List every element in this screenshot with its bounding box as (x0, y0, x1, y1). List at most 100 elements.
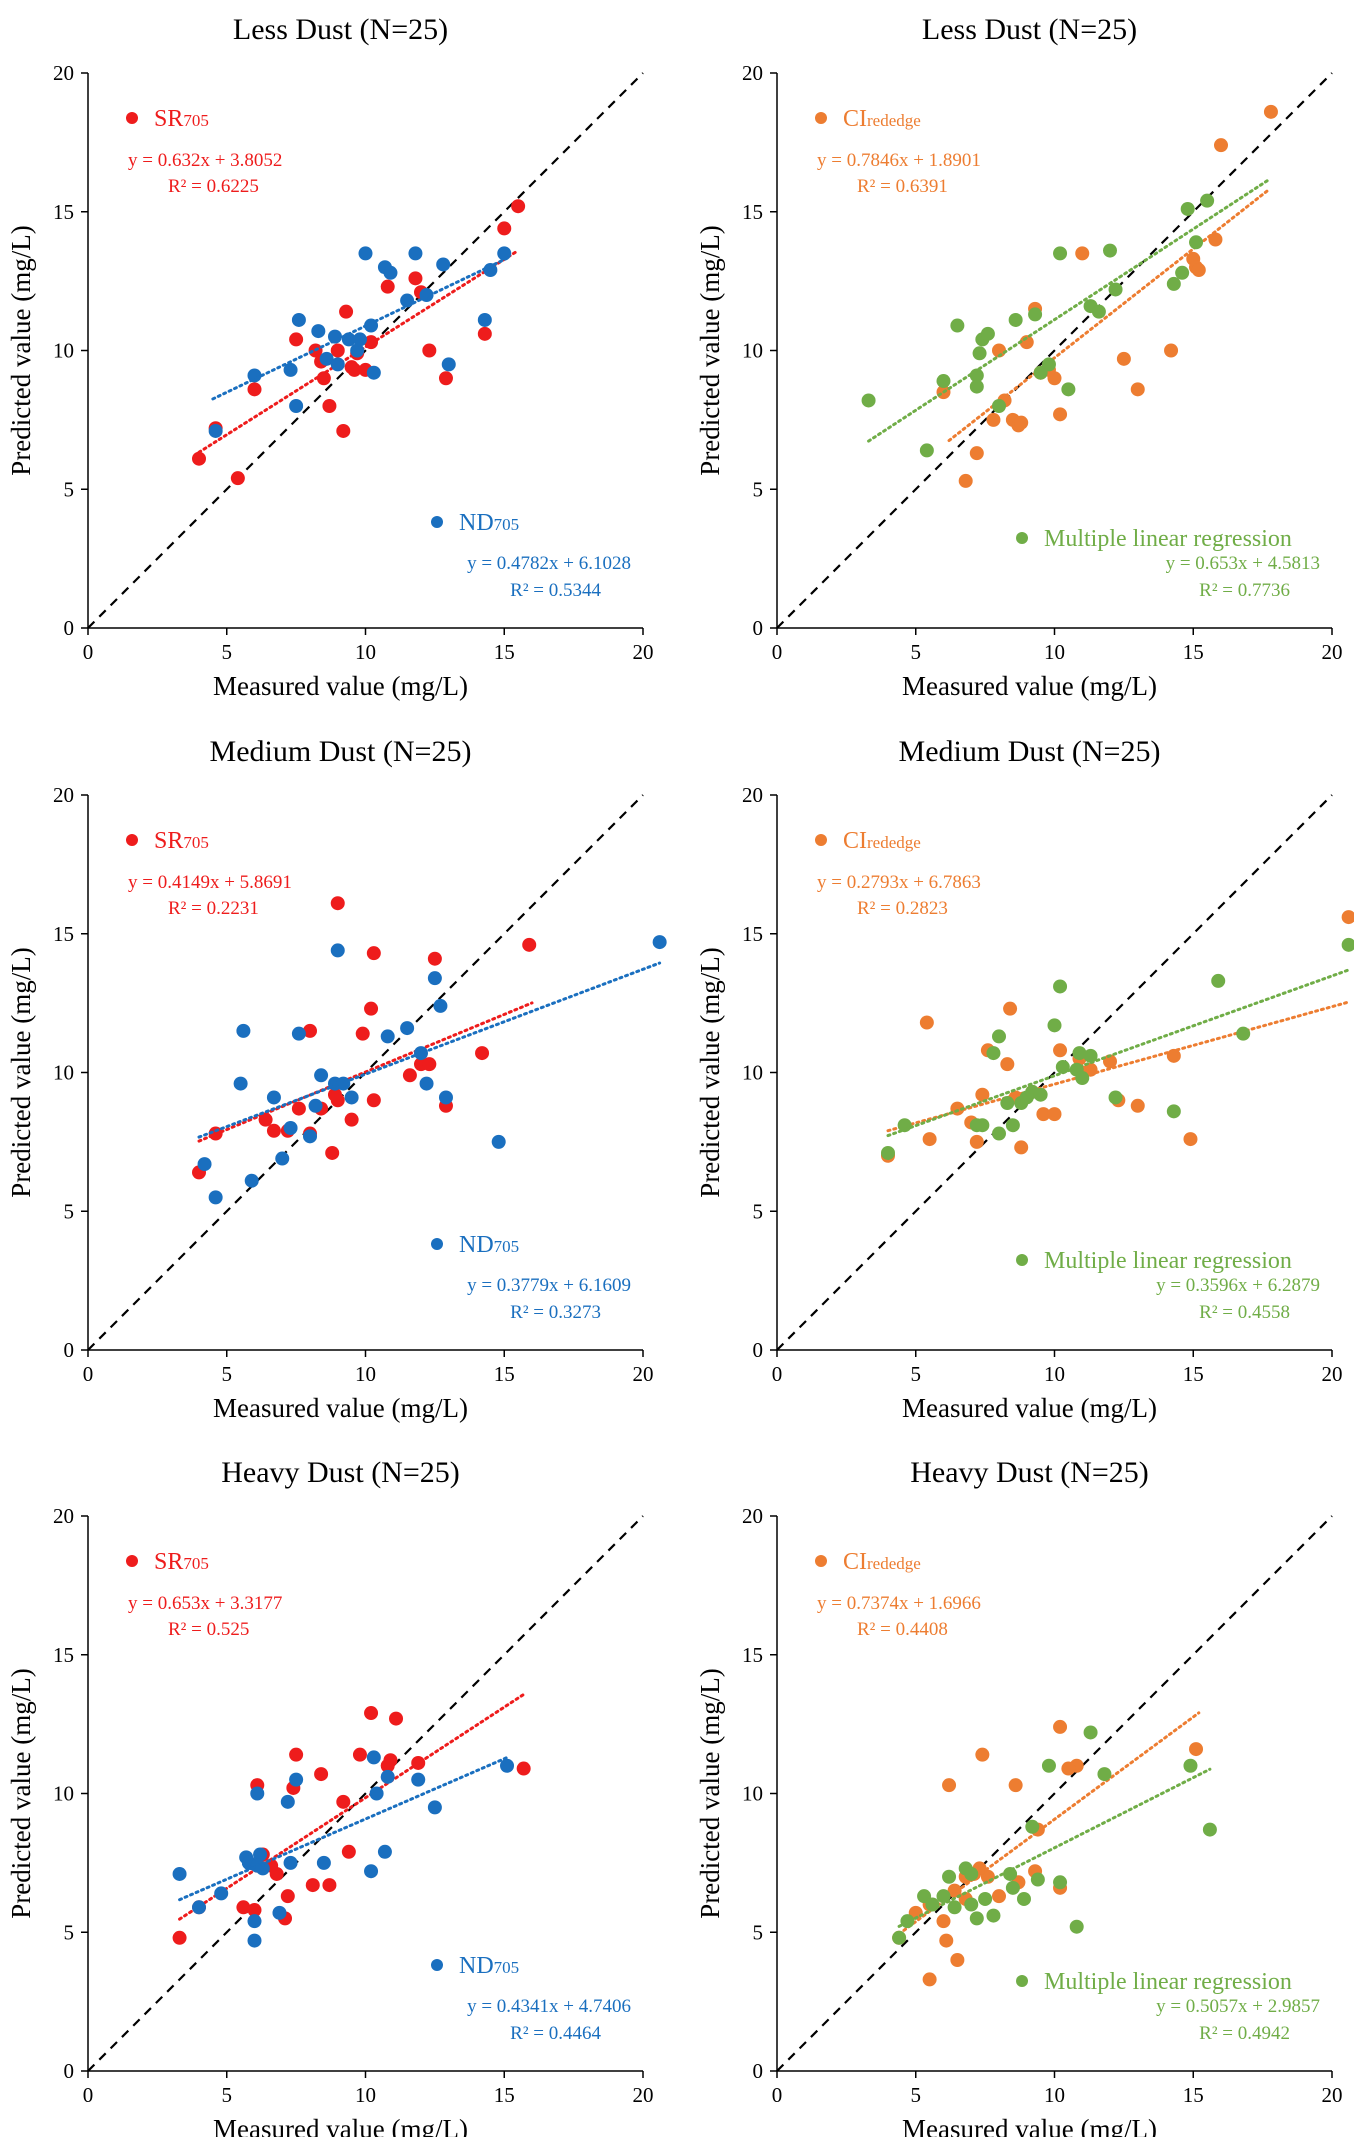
data-point (364, 1864, 379, 1879)
data-point (969, 1911, 984, 1926)
data-point (964, 1866, 979, 1881)
data-point (511, 199, 526, 214)
legend-label-main: ND (459, 1953, 494, 1979)
data-point (347, 362, 362, 377)
data-point (422, 1057, 437, 1072)
data-point (408, 246, 423, 261)
r-squared: R² = 0.525 (168, 1619, 249, 1640)
data-point (500, 1758, 515, 1773)
data-point (402, 1068, 417, 1083)
data-point (247, 1903, 262, 1918)
data-point (172, 1866, 187, 1881)
data-point (1025, 1819, 1040, 1834)
data-point (483, 263, 498, 278)
x-tick-label: 20 (1322, 640, 1343, 664)
legend-label: Multiple linear regression (1044, 1969, 1292, 1995)
x-tick-label: 15 (1183, 1362, 1204, 1386)
data-point (316, 371, 331, 386)
x-tick-label: 10 (1044, 640, 1065, 664)
y-tick-label: 10 (53, 1782, 74, 1806)
data-point (969, 379, 984, 394)
legend-label: ND705 (459, 1232, 519, 1258)
data-point (1166, 276, 1181, 291)
regression-equation: y = 0.4341x + 4.7406 (467, 1996, 631, 2017)
data-point (289, 332, 304, 347)
data-point (1075, 1071, 1090, 1086)
legend-label-main: CI (843, 828, 867, 854)
y-tick-label: 20 (742, 1504, 763, 1528)
data-point (992, 399, 1006, 413)
x-tick-label: 20 (633, 640, 654, 664)
data-point (1341, 937, 1354, 952)
data-point (411, 1772, 426, 1787)
y-tick-label: 5 (753, 477, 764, 501)
data-point (339, 304, 354, 319)
data-point (364, 1706, 379, 1721)
regression-equation: y = 0.3596x + 6.2879 (1156, 1275, 1320, 1296)
data-point (992, 343, 1006, 358)
data-point (942, 1778, 957, 1793)
legend-label-sub: 705 (183, 111, 209, 130)
x-tick-label: 20 (633, 2083, 654, 2107)
data-point (436, 257, 451, 272)
x-axis-label: Measured value (mg/L) (213, 671, 468, 701)
legend-label-main: CI (843, 1549, 867, 1575)
data-point (303, 1129, 317, 1144)
data-point (283, 1121, 298, 1135)
data-point (369, 1786, 384, 1801)
legend-label: SR705 (154, 828, 209, 854)
data-point (427, 1800, 442, 1815)
data-point (1053, 246, 1068, 261)
data-point (992, 1889, 1006, 1904)
data-point (1075, 246, 1090, 261)
data-point (327, 1087, 342, 1102)
legend-marker (431, 1959, 443, 1971)
data-point (230, 471, 245, 486)
data-point (1108, 1090, 1123, 1105)
x-axis-label: Measured value (mg/L) (902, 2114, 1157, 2137)
data-point (936, 1914, 951, 1929)
r-squared: R² = 0.2823 (857, 898, 948, 919)
data-point (861, 393, 876, 408)
r-squared: R² = 0.4408 (857, 1619, 948, 1640)
x-tick-label: 20 (633, 1362, 654, 1386)
legend-marker (815, 1555, 827, 1567)
y-tick-label: 5 (753, 1920, 764, 1944)
data-point (380, 1769, 395, 1784)
data-point (1341, 910, 1354, 925)
data-point (939, 1933, 954, 1948)
data-point (475, 1046, 490, 1061)
data-point (366, 365, 381, 380)
data-point (422, 343, 437, 358)
x-tick-label: 0 (772, 2083, 783, 2107)
data-point (364, 1001, 379, 1016)
data-point (352, 1747, 367, 1762)
data-point (236, 1900, 251, 1915)
chart-title: Heavy Dust (N=25) (910, 1456, 1149, 1489)
regression-equation: y = 0.7374x + 1.6966 (817, 1593, 981, 1614)
x-tick-label: 10 (1044, 2083, 1065, 2107)
legend-label-main: SR (154, 1549, 183, 1575)
x-tick-label: 5 (222, 640, 233, 664)
legend-marker (126, 112, 138, 124)
data-point (247, 1914, 262, 1929)
data-point (419, 1076, 434, 1091)
y-tick-label: 0 (64, 1338, 75, 1362)
data-point (497, 246, 512, 261)
data-point (972, 346, 987, 361)
data-point (477, 326, 492, 341)
legend-label-main: Multiple linear regression (1044, 526, 1292, 552)
data-point (922, 1972, 937, 1987)
r-squared: R² = 0.7736 (1199, 580, 1290, 601)
data-point (1014, 1140, 1029, 1155)
data-point (919, 1015, 934, 1030)
chart-panel-4: Medium Dust (N=25) 00 5 5 10 10 15 15 20 20 Measur… (695, 735, 1354, 1423)
data-point (1103, 243, 1117, 258)
r-squared: R² = 0.2231 (168, 898, 259, 919)
data-point (1014, 415, 1029, 430)
data-point (1180, 201, 1195, 216)
y-tick-label: 5 (64, 477, 75, 501)
trendline (197, 1001, 534, 1143)
data-point (881, 1145, 895, 1160)
r-squared: R² = 0.5344 (510, 580, 601, 601)
